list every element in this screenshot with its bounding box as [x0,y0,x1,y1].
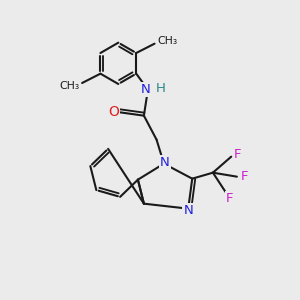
Text: N: N [183,204,193,217]
Text: CH₃: CH₃ [60,81,80,91]
Text: F: F [241,170,248,183]
Text: H: H [156,82,166,95]
Text: O: O [108,105,119,119]
Text: N: N [160,156,170,169]
Text: F: F [233,148,241,160]
Text: F: F [226,192,233,205]
Text: CH₃: CH₃ [157,36,177,46]
Text: N: N [140,83,150,96]
